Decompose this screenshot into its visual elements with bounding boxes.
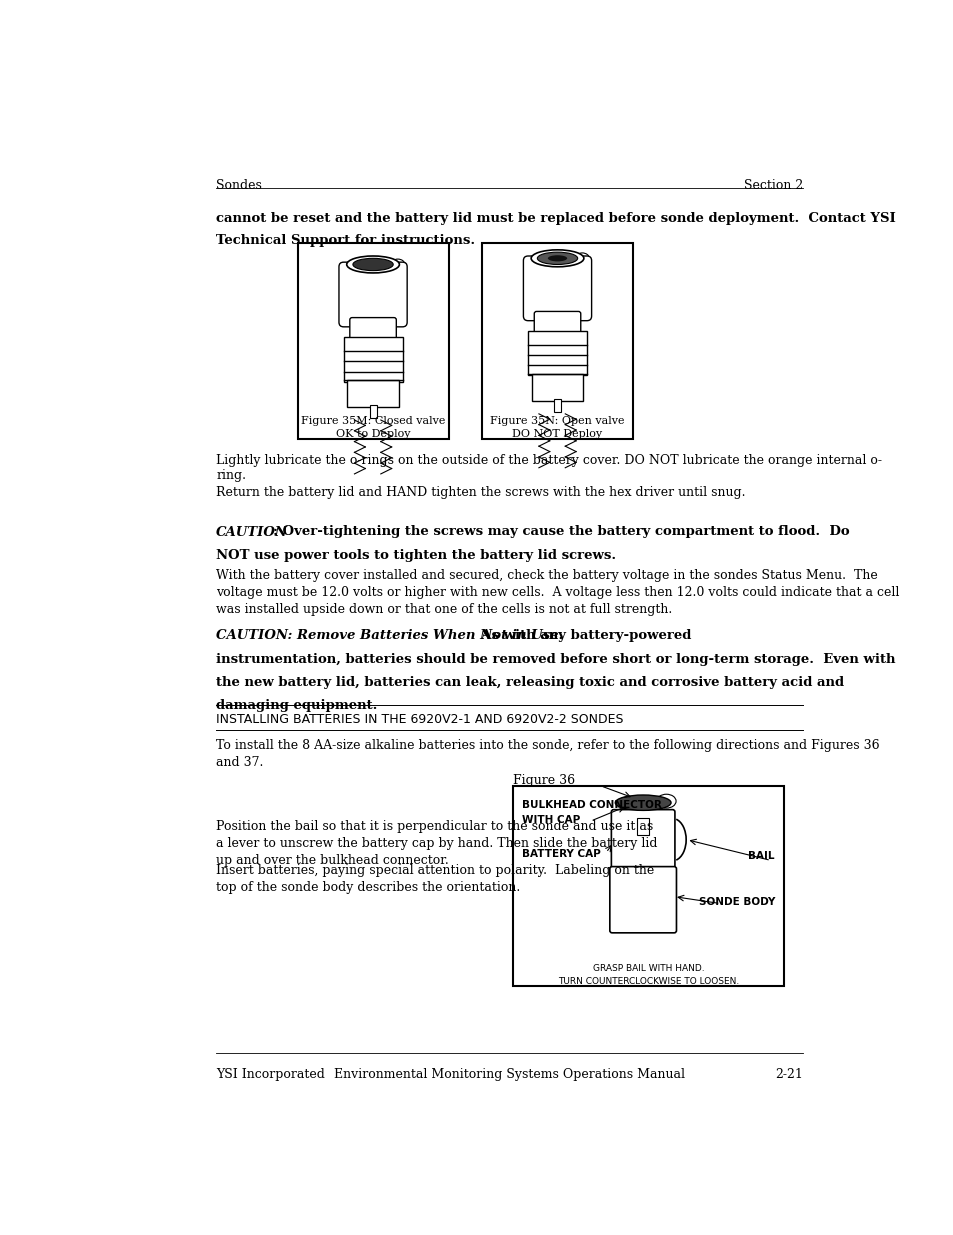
- Text: CAUTION: Remove Batteries When Not in Use.: CAUTION: Remove Batteries When Not in Us…: [216, 630, 562, 642]
- Text: As with any battery-powered: As with any battery-powered: [472, 630, 691, 642]
- Bar: [637, 818, 649, 835]
- Text: Sondes: Sondes: [216, 179, 262, 191]
- Text: WITH CAP: WITH CAP: [521, 815, 579, 825]
- FancyBboxPatch shape: [350, 317, 395, 341]
- Ellipse shape: [615, 795, 670, 810]
- Text: DO NOT Deploy: DO NOT Deploy: [512, 430, 602, 440]
- Ellipse shape: [346, 256, 399, 273]
- Text: BAIL: BAIL: [747, 851, 774, 861]
- Ellipse shape: [547, 256, 567, 262]
- Text: GRASP BAIL WITH HAND.: GRASP BAIL WITH HAND.: [592, 965, 703, 973]
- Ellipse shape: [537, 252, 578, 264]
- Text: a lever to unscrew the battery cap by hand. Then slide the battery lid: a lever to unscrew the battery cap by ha…: [216, 837, 657, 851]
- Text: YSI Incorporated: YSI Incorporated: [216, 1068, 325, 1082]
- Text: Insert batteries, paying special attention to polarity.  Labeling on the: Insert batteries, paying special attenti…: [216, 864, 654, 877]
- FancyBboxPatch shape: [523, 256, 591, 321]
- Text: voltage must be 12.0 volts or higher with new cells.  A voltage less then 12.0 v: voltage must be 12.0 volts or higher wit…: [216, 587, 899, 599]
- Bar: [554, 399, 560, 412]
- Text: Figure 35N: Open valve: Figure 35N: Open valve: [490, 416, 624, 426]
- Bar: [481, 243, 633, 440]
- Text: and 37.: and 37.: [216, 756, 263, 768]
- Bar: [532, 374, 582, 401]
- Text: To install the 8 AA-size alkaline batteries into the sonde, refer to the followi: To install the 8 AA-size alkaline batter…: [216, 739, 879, 752]
- Text: : Over-tightening the screws may cause the battery compartment to flood.  Do: : Over-tightening the screws may cause t…: [273, 526, 848, 538]
- Text: Technical Support for instructions.: Technical Support for instructions.: [216, 233, 475, 247]
- Text: 2-21: 2-21: [774, 1068, 802, 1082]
- Bar: [369, 405, 376, 419]
- Text: Section 2: Section 2: [742, 179, 802, 191]
- Bar: [343, 337, 402, 382]
- Text: instrumentation, batteries should be removed before short or long-term storage. : instrumentation, batteries should be rem…: [216, 652, 895, 666]
- Text: OK to Deploy: OK to Deploy: [335, 430, 410, 440]
- FancyBboxPatch shape: [534, 311, 580, 335]
- Ellipse shape: [353, 258, 393, 270]
- Bar: [513, 785, 783, 986]
- Ellipse shape: [531, 249, 583, 267]
- Text: With the battery cover installed and secured, check the battery voltage in the s: With the battery cover installed and sec…: [216, 569, 877, 583]
- Text: INSTALLING BATTERIES IN THE 6920V2-1 AND 6920V2-2 SONDES: INSTALLING BATTERIES IN THE 6920V2-1 AND…: [216, 713, 623, 726]
- Text: SONDE BODY: SONDE BODY: [698, 898, 774, 908]
- Bar: [297, 243, 448, 440]
- Text: Figure 36: Figure 36: [513, 774, 575, 787]
- FancyBboxPatch shape: [338, 262, 407, 327]
- Text: NOT use power tools to tighten the battery lid screws.: NOT use power tools to tighten the batte…: [216, 548, 616, 562]
- Text: BATTERY CAP: BATTERY CAP: [521, 848, 600, 858]
- Bar: [528, 331, 586, 375]
- Text: Position the bail so that it is perpendicular to the sonde and use it as: Position the bail so that it is perpendi…: [216, 820, 653, 834]
- Bar: [347, 380, 398, 406]
- FancyBboxPatch shape: [609, 867, 676, 932]
- Text: Figure 35M: Closed valve: Figure 35M: Closed valve: [300, 416, 445, 426]
- Ellipse shape: [575, 253, 589, 264]
- Text: Environmental Monitoring Systems Operations Manual: Environmental Monitoring Systems Operati…: [334, 1068, 684, 1082]
- Text: damaging equipment.: damaging equipment.: [216, 699, 377, 711]
- Ellipse shape: [656, 794, 676, 808]
- Text: TURN COUNTERCLOCKWISE TO LOOSEN.: TURN COUNTERCLOCKWISE TO LOOSEN.: [558, 977, 739, 987]
- Text: the new battery lid, batteries can leak, releasing toxic and corrosive battery a: the new battery lid, batteries can leak,…: [216, 676, 843, 689]
- Text: was installed upside down or that one of the cells is not at full strength.: was installed upside down or that one of…: [216, 603, 672, 616]
- FancyBboxPatch shape: [611, 810, 674, 869]
- Text: Return the battery lid and HAND tighten the screws with the hex driver until snu: Return the battery lid and HAND tighten …: [216, 487, 745, 499]
- Text: BULKHEAD CONNECTOR: BULKHEAD CONNECTOR: [521, 799, 661, 810]
- Text: up and over the bulkhead connector.: up and over the bulkhead connector.: [216, 855, 449, 867]
- Text: cannot be reset and the battery lid must be replaced before sonde deployment.  C: cannot be reset and the battery lid must…: [216, 212, 895, 225]
- Text: top of the sonde body describes the orientation.: top of the sonde body describes the orie…: [216, 882, 519, 894]
- Ellipse shape: [391, 259, 404, 270]
- Text: Lightly lubricate the o-rings on the outside of the battery cover. DO NOT lubric: Lightly lubricate the o-rings on the out…: [216, 454, 882, 482]
- Text: CAUTION: CAUTION: [216, 526, 288, 538]
